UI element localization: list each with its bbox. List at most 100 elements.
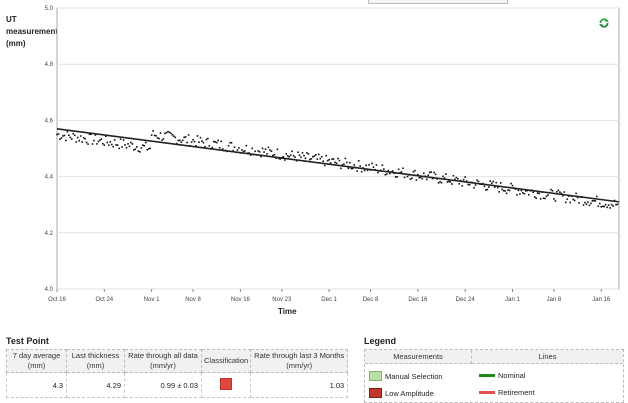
x-tick-label: Oct 24: [95, 297, 113, 303]
legend-item-low-amplitude[interactable]: Low Amplitude: [369, 388, 434, 398]
data-point: [202, 141, 205, 144]
legend-item-nominal[interactable]: Nominal: [479, 371, 526, 380]
data-point: [270, 150, 273, 152]
data-point: [383, 168, 385, 170]
x-tick-label: Nov 23: [272, 297, 292, 303]
data-point: [174, 136, 177, 139]
data-point: [446, 181, 449, 183]
data-point: [164, 132, 166, 135]
data-point: [178, 139, 181, 142]
data-point: [152, 130, 154, 132]
data-point: [575, 192, 577, 195]
data-point: [542, 197, 545, 199]
x-tick-label: Jan 1: [505, 297, 520, 303]
data-point: [488, 186, 490, 188]
data-point: [344, 157, 347, 160]
data-point: [359, 165, 361, 167]
data-point: [143, 144, 146, 147]
data-point: [573, 199, 576, 202]
data-point: [596, 195, 598, 198]
data-point: [315, 153, 317, 156]
data-point: [338, 159, 341, 162]
data-point: [312, 155, 314, 158]
data-point: [603, 205, 606, 208]
data-point: [190, 141, 193, 143]
data-point: [70, 138, 73, 140]
data-point: [431, 177, 434, 180]
data-point: [539, 198, 542, 200]
data-point: [554, 200, 557, 202]
data-point: [455, 176, 458, 179]
data-point: [474, 184, 477, 186]
y-tick-label: 5.0: [45, 6, 54, 12]
data-point: [415, 179, 418, 181]
y-axis-title-line3: (mm): [6, 39, 26, 48]
data-point: [454, 178, 456, 181]
data-point: [229, 141, 231, 144]
data-point: [511, 184, 514, 187]
legend-title: Legend: [364, 336, 397, 346]
data-point: [260, 155, 262, 158]
data-point: [258, 151, 261, 153]
data-point: [559, 191, 561, 193]
data-point: [295, 160, 298, 162]
data-point: [556, 190, 558, 193]
data-point: [110, 143, 113, 146]
data-point: [291, 150, 293, 153]
data-point: [79, 135, 82, 137]
data-point: [141, 144, 144, 146]
x-tick-label: Jan 8: [547, 297, 562, 303]
data-point: [396, 175, 398, 178]
x-tick-label: Jan 16: [592, 297, 611, 303]
data-point: [207, 137, 209, 140]
data-point: [564, 201, 567, 204]
data-point: [351, 167, 354, 170]
data-point: [153, 134, 156, 137]
test-point-title: Test Point: [6, 336, 49, 346]
data-point: [538, 192, 540, 195]
data-point: [313, 155, 316, 157]
x-axis-title: Time: [278, 307, 297, 316]
data-point: [499, 182, 502, 184]
legend-item-retirement[interactable]: Retirement: [479, 388, 535, 397]
data-point: [557, 189, 560, 192]
data-point: [505, 192, 508, 195]
legend-item-manual-selection[interactable]: Manual Selection: [369, 371, 443, 381]
data-point: [112, 145, 114, 148]
data-point: [144, 141, 147, 144]
data-point: [598, 202, 601, 205]
data-point: [363, 169, 366, 172]
data-point: [445, 173, 447, 175]
data-point: [425, 178, 428, 181]
data-point: [238, 147, 240, 149]
data-point: [161, 139, 163, 141]
data-point: [133, 149, 135, 151]
data-point: [257, 150, 259, 152]
data-point: [118, 147, 120, 150]
data-point: [147, 147, 150, 150]
refresh-icon[interactable]: [598, 17, 610, 29]
data-point: [452, 174, 455, 177]
retirement-line-swatch: [479, 391, 495, 394]
data-point: [418, 176, 421, 179]
cell-rate-all-data: 0.99 ± 0.03: [124, 372, 202, 398]
data-point: [105, 135, 107, 138]
data-point: [458, 183, 461, 185]
data-point: [350, 167, 353, 170]
data-point: [266, 153, 268, 155]
data-point: [498, 191, 501, 193]
data-point: [294, 156, 296, 158]
data-point: [81, 141, 83, 143]
data-point: [501, 188, 503, 191]
data-point: [130, 141, 132, 144]
data-point: [212, 140, 215, 143]
data-point: [456, 177, 459, 180]
data-point: [545, 195, 548, 198]
x-tick-label: Dec 1: [321, 297, 337, 303]
col-last-thickness: Last thickness (mm): [66, 349, 125, 373]
top-dropdown[interactable]: [368, 0, 508, 4]
data-point: [365, 164, 367, 167]
data-point: [523, 192, 526, 195]
data-point: [316, 158, 319, 160]
data-point: [434, 173, 437, 176]
